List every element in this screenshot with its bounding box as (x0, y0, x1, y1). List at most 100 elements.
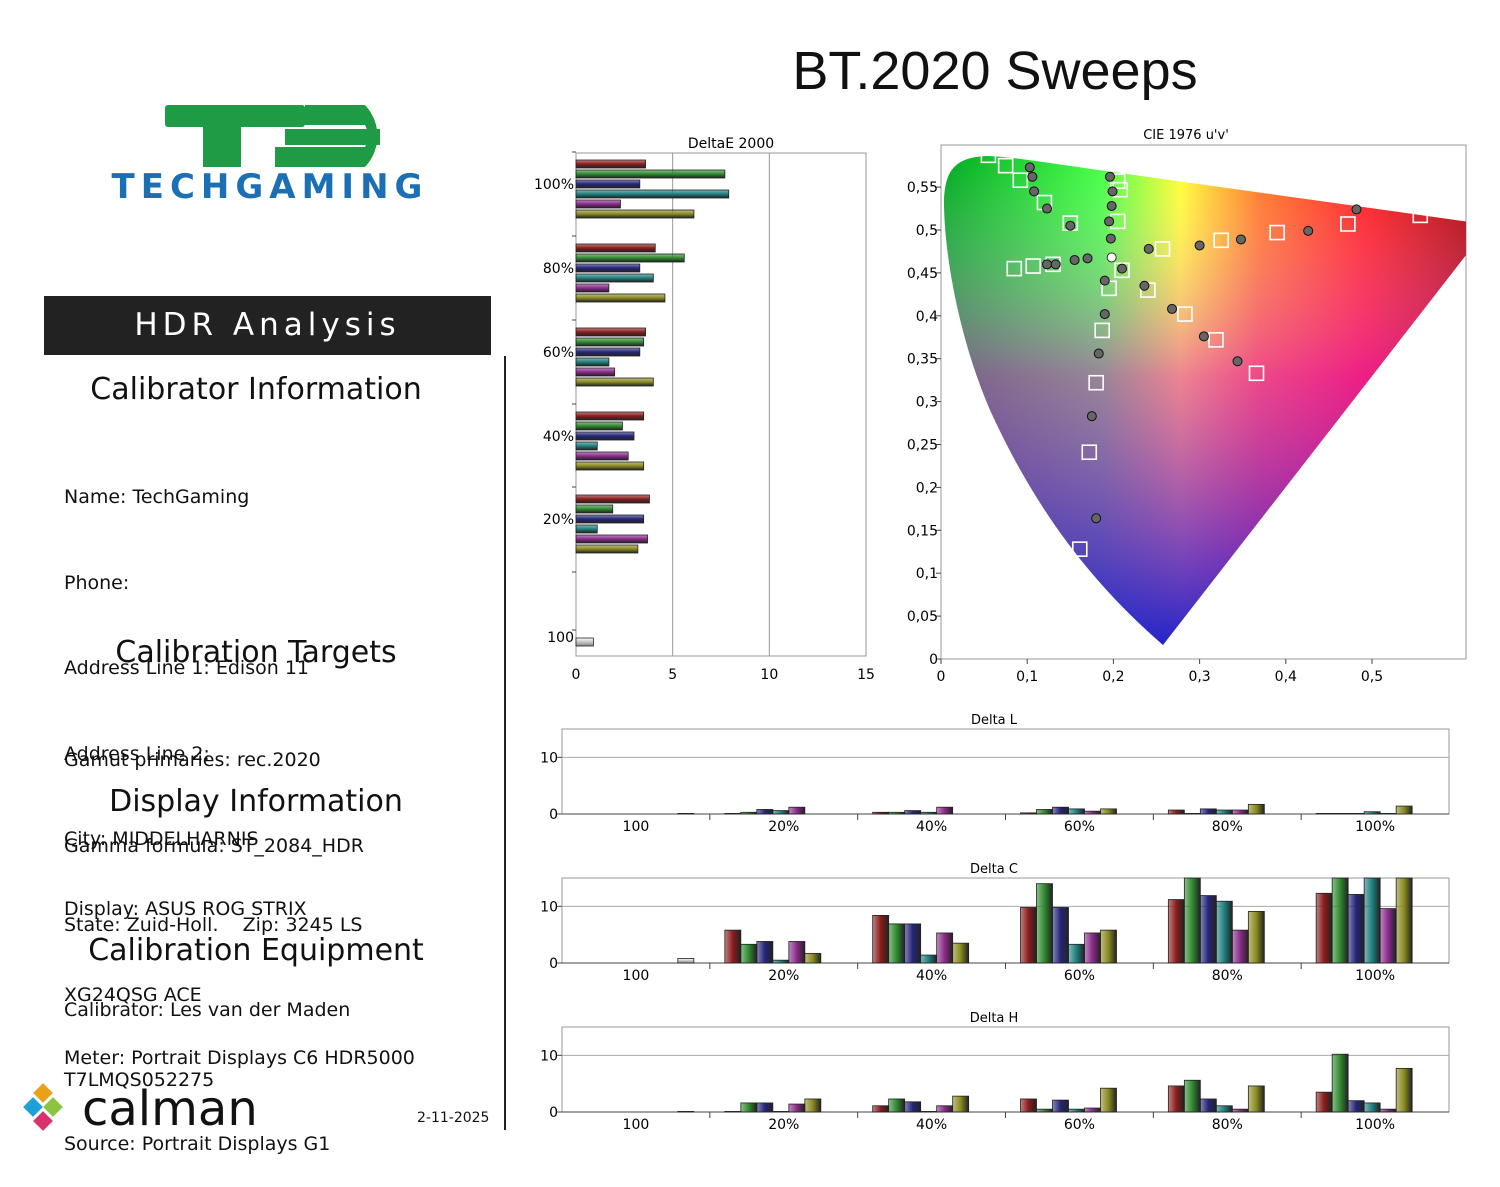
cie-measured-point (1303, 225, 1314, 236)
deltae-bar (575, 461, 645, 471)
deltae-chart: DeltaE 2000 0 5 10 15 100% 80% 60% 40% 20% 100 (534, 136, 875, 683)
cie-chart: CIE 1976 u'v' 0 0,05 0,1 0,15 0,2 0,25 0,3 0,35 0… (907, 128, 1467, 685)
delta-l-bar (1052, 806, 1069, 815)
delta-c-bar (1247, 911, 1265, 964)
cie-ytick-label: 0,1 (916, 566, 938, 582)
delta-l-plot-area (561, 728, 1450, 815)
cie-target-marker (1340, 216, 1356, 232)
delta-c-bar (1052, 907, 1069, 964)
cie-xtick-label: 0,2 (1102, 669, 1124, 685)
target-gamma: Gamma formula: ST_2084_HDR (64, 834, 364, 857)
delta-c-bar (1395, 877, 1413, 964)
delta-c-bar (1084, 932, 1101, 964)
delta-h-bar (888, 1098, 906, 1113)
deltae-bar (575, 283, 610, 293)
delta-h-bar (677, 1111, 695, 1113)
calman-wordmark: calman (82, 1081, 258, 1137)
cie-target-marker (1154, 241, 1171, 257)
delta-h-bar (788, 1103, 806, 1113)
delta-l-bar (1379, 813, 1397, 815)
target-gamut: Gamut primaries: rec.2020 (64, 749, 321, 771)
delta-h-category-label: 40% (916, 1117, 947, 1133)
delta-c-bar (1199, 895, 1217, 964)
cie-target-marker (1094, 322, 1110, 339)
cie-measured-point (1194, 240, 1205, 251)
delta-h-bar (1199, 1098, 1217, 1113)
delta-h-bar (1395, 1067, 1413, 1113)
delta-c-bar (1068, 943, 1085, 964)
deltae-bar (575, 169, 726, 179)
delta-h-bar (1379, 1108, 1397, 1113)
delta-h-ytick-label: 0 (549, 1105, 558, 1121)
targets-info: Gamut primaries: rec.2020 Gamma formula:… (64, 689, 364, 889)
cie-locus-shade (944, 156, 1466, 645)
delta-h-category-label: 60% (1064, 1117, 1095, 1133)
delta-c-bar (1183, 877, 1201, 964)
calibrator-heading: Calibrator Information (90, 372, 422, 407)
delta-l-bar (1347, 813, 1365, 815)
deltae-bar (575, 524, 598, 534)
delta-h-category-label: 100% (1355, 1117, 1395, 1133)
equipment-meter: Meter: Portrait Displays C6 HDR5000 (64, 1047, 415, 1069)
cie-xtick-label: 0,4 (1275, 669, 1297, 685)
delta-h-bar (1231, 1108, 1249, 1113)
deltae-bar (575, 534, 648, 544)
cie-target-marker (1081, 444, 1098, 461)
delta-l-bar (1020, 812, 1037, 815)
delta-h-bar (1020, 1098, 1037, 1113)
logo-wordmark: TECHGAMING (112, 167, 429, 207)
cie-measured-point (1091, 513, 1102, 524)
delta-h-bar (804, 1098, 822, 1113)
delta-c-bar (677, 958, 695, 964)
deltae-group-label: 20% (543, 512, 574, 528)
cie-measured-point (1029, 186, 1040, 197)
cie-measured-point (1042, 259, 1053, 270)
delta-h-ytick-label: 10 (540, 1048, 558, 1064)
cie-measured-point (1027, 171, 1038, 182)
delta-c-bar (1215, 900, 1233, 964)
delta-c-category-label: 40% (916, 968, 947, 984)
cie-measured-point (1117, 263, 1128, 274)
delta-c-bar (756, 941, 774, 964)
delta-l-category-label: 60% (1064, 819, 1095, 835)
delta-h-bar (1036, 1108, 1053, 1113)
delta-c-bar (920, 954, 938, 964)
delta-c-chart: Delta C 0 10 100 20% 40% 60% 80% 100% (540, 862, 1450, 984)
delta-h-bar (1052, 1099, 1069, 1113)
cie-measured-point (1232, 356, 1243, 367)
cie-measured-point (1042, 203, 1053, 214)
delta-h-bar (1215, 1105, 1233, 1113)
delta-h-bar (756, 1102, 774, 1113)
cie-target-marker (1012, 172, 1029, 189)
delta-c-bar (936, 932, 954, 964)
deltae-xtick: 0 (572, 667, 581, 683)
cie-measured-point (1099, 309, 1110, 320)
delta-h-bar (952, 1095, 970, 1113)
delta-c-bar (888, 923, 906, 964)
cie-ytick-label: 0,45 (907, 266, 938, 282)
deltae-bar (575, 273, 654, 283)
delta-l-bar (1199, 808, 1217, 815)
delta-l-bar (936, 806, 954, 815)
cie-target-marker (1248, 365, 1265, 382)
delta-c-bar (1036, 883, 1053, 964)
delta-l-category-label: 20% (768, 819, 799, 835)
calibrator-address-1: Address Line 1: Edison 11 (64, 657, 309, 679)
cie-measured-point (1065, 220, 1076, 231)
equipment-source: Source: Portrait Displays G1 (64, 1132, 331, 1155)
delta-c-bar (1020, 907, 1037, 964)
delta-h-bar (1347, 1100, 1365, 1113)
cie-target-marker (1006, 260, 1023, 277)
cie-ytick-label: 0,5 (916, 223, 938, 239)
delta-l-bar (872, 811, 890, 815)
display-serial: T7LMQS052275 (64, 1069, 215, 1091)
deltae-xtick: 10 (760, 667, 778, 683)
cie-xtick-label: 0,5 (1361, 669, 1383, 685)
cie-target-marker (997, 157, 1014, 174)
calibrator-name: Name: TechGaming (64, 486, 250, 508)
calman-logo: calman (23, 1081, 258, 1137)
deltae-bar (575, 494, 650, 504)
cie-ytick-label: 0,4 (916, 309, 938, 325)
cie-target-marker (1114, 262, 1130, 279)
delta-c-title: Delta C (970, 862, 1018, 877)
